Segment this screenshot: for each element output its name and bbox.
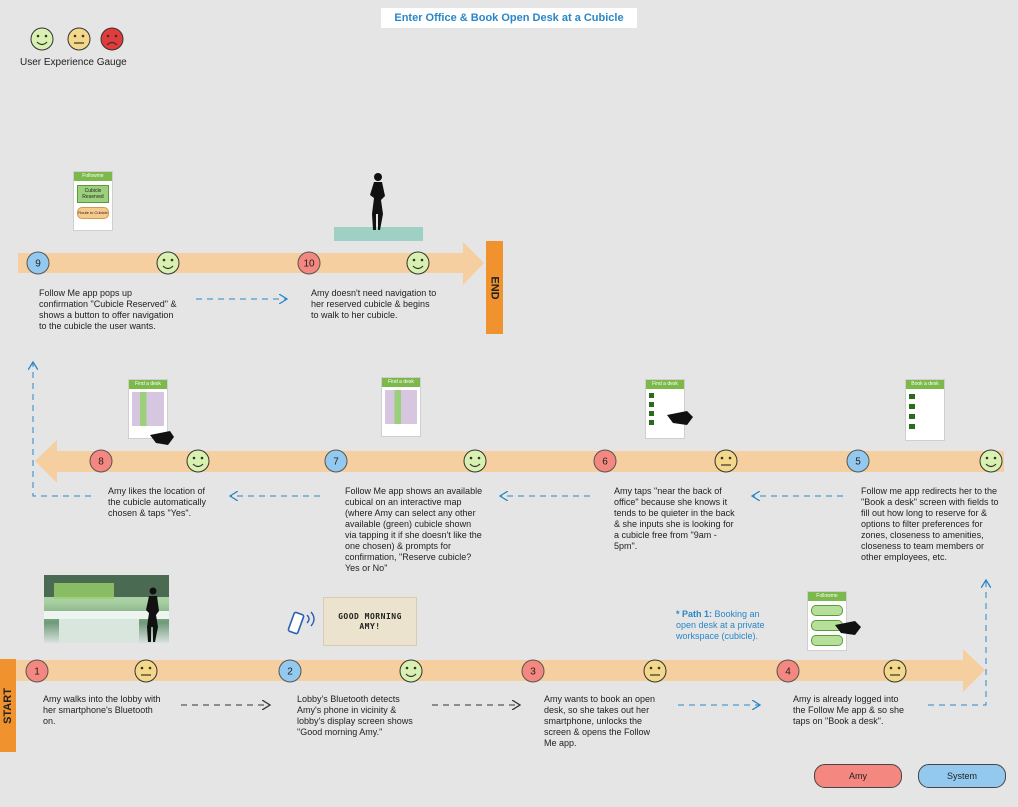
step-10-text: Amy doesn't need navigation to her reser…	[311, 288, 437, 320]
legend-system: System	[918, 764, 1006, 788]
step-8-happy-face-icon	[186, 449, 210, 473]
step-9-number: 9	[26, 251, 50, 275]
greeting-line-2: AMY!	[359, 621, 381, 631]
mockup-confirm: Followme Cubicle Reserved Route to Cubic…	[73, 171, 113, 231]
step-9-label: 9	[35, 259, 41, 270]
step-6-text: Amy taps "near the back of office" becau…	[614, 486, 735, 551]
mockup-book-rows	[909, 394, 941, 429]
mockup-map-header: Find a desk	[382, 378, 420, 387]
step-7-label: 7	[333, 457, 339, 468]
connector-8-9	[33, 362, 91, 497]
lobby-image	[44, 575, 169, 643]
start-label: START	[0, 659, 16, 752]
step-5-label: 5	[855, 457, 861, 468]
step-1-neutral-face-icon	[134, 659, 158, 683]
lane-row-1	[16, 649, 985, 692]
step-1-label: 1	[34, 667, 40, 678]
connector-4-5	[928, 580, 986, 706]
step-4-text: Amy is already logged into the Follow Me…	[793, 694, 905, 726]
mockup-map-yes: Find a desk	[128, 379, 168, 439]
mockup-map2-area	[385, 390, 417, 424]
lobby-scene	[44, 575, 169, 643]
step-3-number: 3	[521, 659, 545, 683]
step-8-text: Amy likes the location of the cubicle au…	[108, 486, 207, 518]
mockup-route-button: Route to Cubicle	[77, 207, 109, 219]
step-1-number: 1	[25, 659, 49, 683]
mockup-book-header: Book a desk	[906, 380, 944, 389]
step-7-number: 7	[324, 449, 348, 473]
woman-silhouette-lobby-icon	[146, 587, 159, 642]
step-2-number: 2	[278, 659, 302, 683]
step-7-text: Follow Me app shows an available cubical…	[345, 486, 483, 573]
path-note-rest: Booking an open desk at a private worksp…	[676, 609, 765, 641]
path-note: * Path 1: Booking an open desk at a priv…	[676, 609, 772, 642]
step-5-happy-face-icon	[979, 449, 1003, 473]
step-4-number: 4	[776, 659, 800, 683]
tapping-hand-icon-3	[835, 621, 861, 635]
sad-face-icon	[100, 27, 124, 51]
mockup-home-header: Followme	[808, 592, 846, 601]
legend-amy: Amy	[814, 764, 902, 788]
experience-gauge	[30, 27, 124, 51]
step-10-number: 10	[297, 251, 321, 275]
step-5-text: Follow me app redirects her to the "Book…	[861, 486, 999, 562]
bluetooth-phone-icon	[287, 611, 315, 635]
mockup-filter: Find a desk	[645, 379, 685, 439]
mockup-book: Book a desk	[905, 379, 945, 441]
step-4-label: 4	[785, 667, 791, 678]
gauge-label: User Experience Gauge	[20, 57, 127, 68]
step-3-neutral-face-icon	[643, 659, 667, 683]
neutral-face-icon	[67, 27, 91, 51]
step-5-number: 5	[846, 449, 870, 473]
step-7-happy-face-icon	[463, 449, 487, 473]
greeting-line-1: GOOD MORNING	[338, 611, 402, 621]
greeting-screen: GOOD MORNING AMY!	[323, 597, 417, 646]
step-8-label: 8	[98, 457, 104, 468]
step-3-text: Amy wants to book an open desk, so she t…	[544, 694, 656, 748]
mockup-map-yes-header: Find a desk	[129, 380, 167, 389]
step-4-neutral-face-icon	[883, 659, 907, 683]
step-2-label: 2	[287, 667, 293, 678]
step-10-label: 10	[303, 259, 315, 270]
floor-platform	[334, 227, 423, 241]
lane-row-3	[18, 242, 484, 285]
step-9-text: Follow Me app pops up confirmation "Cubi…	[39, 288, 177, 331]
tapping-hand-icon	[150, 431, 174, 445]
mockup-filter-header: Find a desk	[646, 380, 684, 389]
step-3-label: 3	[530, 667, 536, 678]
mockup-home: Followme	[807, 591, 847, 651]
step-9-happy-face-icon	[156, 251, 180, 275]
step-1-text: Amy walks into the lobby with her smartp…	[43, 694, 161, 726]
lane-row-2	[35, 440, 1004, 483]
mockup-map: Find a desk	[381, 377, 421, 437]
step-8-number: 8	[89, 449, 113, 473]
mockup-confirm-header: Followme	[74, 172, 112, 181]
mockup-map-area	[132, 392, 164, 426]
happy-face-icon	[30, 27, 54, 51]
step-6-neutral-face-icon	[714, 449, 738, 473]
step-2-happy-face-icon	[399, 659, 423, 683]
mockup-confirm-box: Cubicle Reserved	[77, 185, 109, 203]
diagram-title: Enter Office & Book Open Desk at a Cubic…	[381, 8, 637, 28]
tapping-hand-icon-2	[667, 411, 693, 425]
step-2-text: Lobby's Bluetooth detects Amy's phone in…	[297, 694, 413, 737]
woman-silhouette-icon	[370, 173, 385, 230]
step-10-happy-face-icon	[406, 251, 430, 275]
mockup-filter-rows	[649, 393, 681, 425]
end-label: END	[486, 241, 503, 334]
path-note-bold: * Path 1:	[676, 609, 713, 619]
step-6-label: 6	[602, 457, 608, 468]
step-6-number: 6	[593, 449, 617, 473]
